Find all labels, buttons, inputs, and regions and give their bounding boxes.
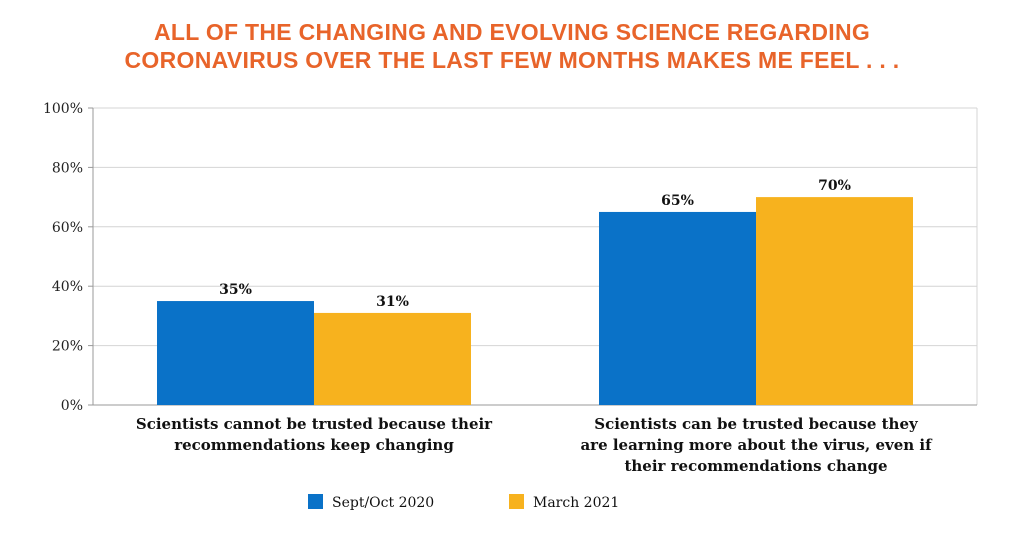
legend-label: March 2021: [533, 495, 619, 511]
y-tick-label: 100%: [43, 101, 83, 117]
chart-title-line-1: ALL OF THE CHANGING AND EVOLVING SCIENCE…: [153, 19, 871, 45]
legend-swatch-1: [308, 494, 323, 509]
y-tick-label: 0%: [61, 398, 83, 414]
chart-title: ALL OF THE CHANGING AND EVOLVING SCIENCE…: [0, 18, 1024, 74]
x-category-label: are learning more about the virus, even …: [580, 436, 933, 454]
y-tick-label: 60%: [52, 220, 83, 236]
data-label: 70%: [818, 178, 851, 194]
x-category-label: their recommendations change: [624, 457, 887, 475]
bar-1-2: [599, 211, 756, 405]
data-label: 65%: [661, 193, 694, 209]
data-label: 31%: [376, 294, 409, 310]
y-tick-label: 20%: [52, 339, 83, 355]
chart-title-line-2: CORONAVIRUS OVER THE LAST FEW MONTHS MAK…: [124, 47, 900, 73]
data-label: 35%: [219, 282, 252, 298]
bar-2-1: [314, 312, 471, 405]
x-category-label: Scientists can be trusted because they: [594, 415, 919, 433]
y-tick-label: 80%: [52, 160, 83, 176]
bar-1-1: [157, 301, 314, 405]
y-tick-label: 40%: [52, 279, 83, 295]
x-category-label: Scientists cannot be trusted because the…: [136, 415, 493, 433]
x-category-label: recommendations keep changing: [174, 436, 454, 454]
legend-swatch-2: [509, 494, 524, 509]
legend-label: Sept/Oct 2020: [332, 495, 434, 511]
bar-2-2: [756, 197, 913, 405]
